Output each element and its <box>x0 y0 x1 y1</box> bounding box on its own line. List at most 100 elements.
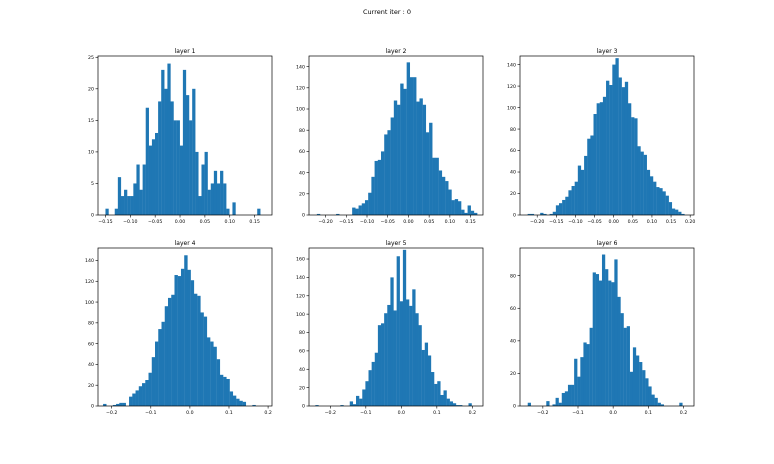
histogram-bar <box>580 169 585 215</box>
histogram-bar <box>207 189 211 215</box>
y-tick-label: 120 <box>296 86 305 92</box>
plot-title: layer 6 <box>597 240 618 247</box>
histogram-bar <box>678 211 682 215</box>
histogram-bar <box>549 213 553 215</box>
plot-title: layer 3 <box>597 48 618 55</box>
histogram-bar <box>352 207 356 215</box>
histogram-bar <box>421 349 425 406</box>
histogram-bar <box>612 64 616 215</box>
histogram-bar <box>396 256 400 406</box>
plot-title: layer 4 <box>175 240 196 247</box>
histogram-bar <box>356 395 360 406</box>
x-tick-label: 0.1 <box>645 410 652 416</box>
histogram-bar <box>653 181 657 215</box>
histogram-bar <box>643 154 647 215</box>
histogram-bar <box>226 208 230 215</box>
histogram-bar <box>559 203 563 215</box>
x-tick-label: −0.1 <box>572 410 583 416</box>
histogram-bar <box>679 402 683 406</box>
histogram-bar <box>164 88 168 215</box>
histogram-bar <box>446 398 450 406</box>
x-tick-label: 0.05 <box>628 219 638 225</box>
histogram-bar <box>167 297 172 406</box>
histogram-bar <box>381 323 385 406</box>
histogram-bar <box>397 104 401 215</box>
subplot-layer-2: layer 2 −0.20 −0.15 −0.10 −0.05 0.00 0.05 0.10 0… <box>296 48 484 225</box>
x-tick-label: 0.0 <box>186 410 193 416</box>
histogram-bar <box>459 405 463 406</box>
histogram-bar <box>371 176 375 215</box>
histogram-bar <box>468 403 472 406</box>
histogram-bar <box>589 327 593 406</box>
histogram-bar <box>660 404 664 406</box>
histogram-bar <box>454 199 459 215</box>
histogram-bar <box>381 151 385 215</box>
histogram-bar <box>185 95 190 215</box>
histogram-bar <box>440 394 444 406</box>
x-tick-label: −0.05 <box>587 219 601 225</box>
histogram-bar <box>151 357 156 406</box>
y-tick-label: 120 <box>296 293 305 299</box>
plot-frame <box>97 247 273 407</box>
histogram-bar <box>425 132 430 215</box>
x-tick-label: −0.10 <box>568 219 582 225</box>
histogram-bar <box>409 77 414 215</box>
histogram-bar <box>452 403 457 406</box>
histogram-bar <box>598 280 603 406</box>
histogram-bar <box>105 208 109 215</box>
histogram-bar <box>206 337 211 406</box>
histogram-bar <box>424 342 429 406</box>
y-tick-label: 120 <box>507 84 516 90</box>
histogram-bar <box>602 96 607 215</box>
y-tick-label: 40 <box>299 170 305 176</box>
histogram-bar <box>135 390 139 406</box>
y-tick-label: 140 <box>296 275 305 281</box>
subplot-layer-4: layer 4 −0.2 −0.1 0.0 0.1 0.2 0 20 40 60 80 100 120 1… <box>85 240 273 416</box>
histogram-bar <box>592 272 596 406</box>
histogram-bar <box>158 329 162 406</box>
histogram-bar <box>198 196 202 215</box>
x-tick-label: 0.20 <box>685 219 695 225</box>
histogram-bar <box>657 402 661 406</box>
histogram-bar <box>636 355 640 406</box>
histogram-bar <box>129 396 133 406</box>
histogram-bar <box>158 101 162 215</box>
histogram-bar <box>530 213 535 215</box>
histogram-bar <box>415 313 419 406</box>
histogram-bar <box>393 100 398 215</box>
histogram-bar <box>203 316 208 406</box>
y-tick-label: 80 <box>299 128 305 134</box>
y-tick-label: 160 <box>296 257 305 263</box>
histogram-bar <box>449 401 454 406</box>
histogram-bar <box>316 213 321 215</box>
histogram-bar <box>443 390 447 406</box>
histogram-bar <box>577 376 581 406</box>
histogram-bar <box>393 310 397 406</box>
histogram-bar <box>177 276 182 406</box>
y-tick-label: 20 <box>299 385 305 391</box>
x-tick-label: 0.1 <box>225 410 232 416</box>
y-tick-label: 0 <box>91 213 94 219</box>
histogram-bar <box>540 212 544 215</box>
x-tick-label: 0.1 <box>433 410 440 416</box>
histogram-bar <box>564 391 569 406</box>
histogram-bar <box>365 381 369 406</box>
x-tick-label: 0.15 <box>465 219 475 225</box>
x-tick-label: 0.00 <box>175 219 185 225</box>
histogram-bar <box>445 181 449 215</box>
y-tick-label: 40 <box>88 362 94 368</box>
histogram-bar <box>605 269 609 406</box>
y-tick-label: 100 <box>296 312 305 318</box>
histogram-bar <box>640 151 644 215</box>
histogram-bar <box>239 400 243 406</box>
histogram-bar <box>434 383 438 406</box>
histogram-bar <box>336 213 340 215</box>
x-tick-label: 0.15 <box>666 219 676 225</box>
x-tick-label: −0.1 <box>360 410 371 416</box>
histogram-bar <box>590 135 594 215</box>
x-tick-label: −0.1 <box>145 410 156 416</box>
histogram-bar <box>416 101 420 215</box>
x-tick-label: 0.05 <box>200 219 210 225</box>
histogram-bar <box>608 280 612 406</box>
